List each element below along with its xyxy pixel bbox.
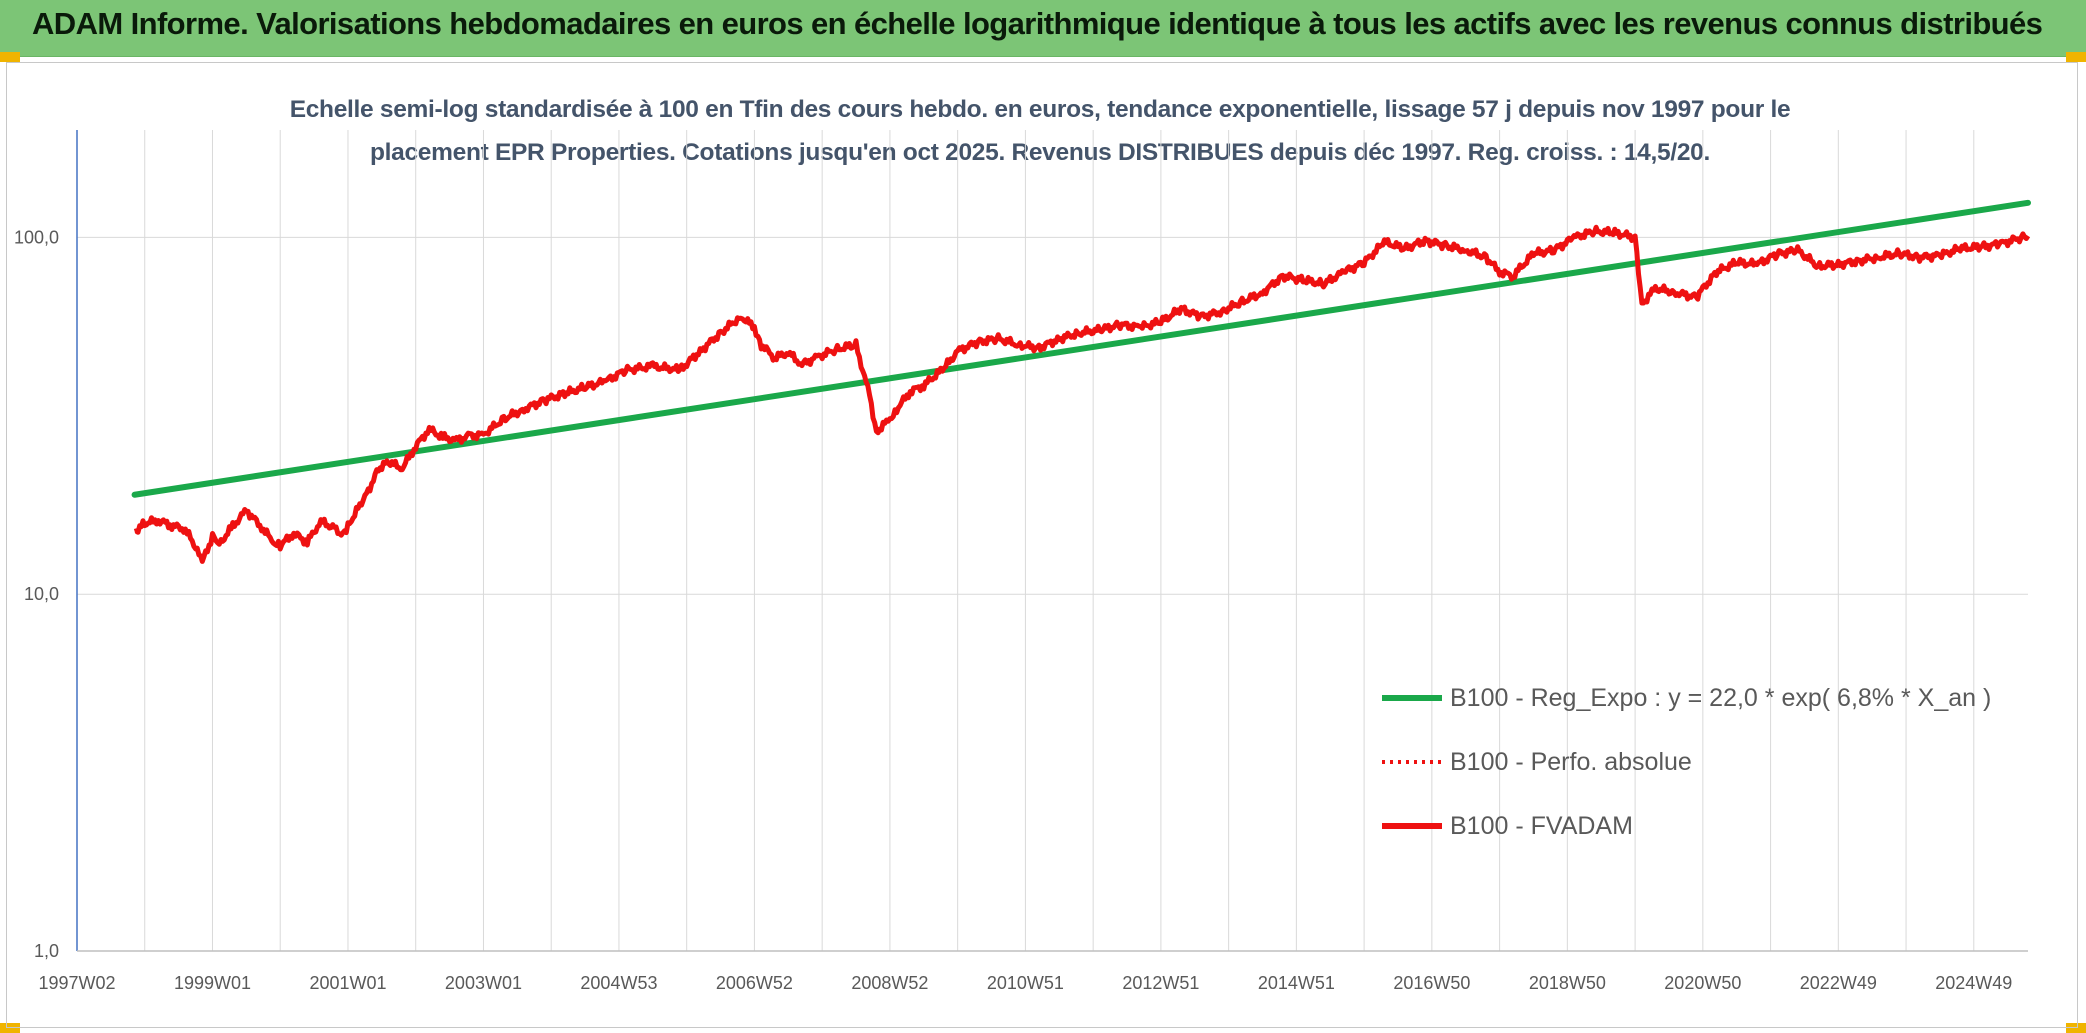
corner-marker-top-right [2066,52,2086,62]
y-tick-label: 10,0 [24,584,59,604]
x-tick-label: 2022W49 [1800,973,1877,993]
x-tick-label: 2006W52 [716,973,793,993]
corner-marker-bottom-left [0,1023,20,1033]
x-tick-label: 2020W50 [1664,973,1741,993]
legend-label-fvadam: B100 - FVADAM [1450,812,1633,840]
legend-label-perfo-absolue: B100 - Perfo. absolue [1450,748,1692,776]
x-tick-label: 2010W51 [987,973,1064,993]
chart-frame [6,62,2078,1028]
legend-swatch-perfo-absolue [1382,760,1442,764]
header-banner: ADAM Informe. Valorisations hebdomadaire… [0,0,2086,57]
x-tick-label: 2024W49 [1935,973,2012,993]
corner-marker-top-left [0,52,20,62]
report-title: ADAM Informe. Valorisations hebdomadaire… [32,6,2043,41]
legend-label-regression: B100 - Reg_Expo : y = 22,0 * exp( 6,8% *… [1450,684,1992,712]
x-tick-label: 2014W51 [1258,973,1335,993]
chart-title-line-1: Echelle semi-log standardisée à 100 en T… [289,96,1791,123]
x-tick-label: 1999W01 [174,973,251,993]
series-line-regression [131,199,2031,498]
legend-swatch-fvadam [1382,823,1442,829]
legend-swatch-regression [1382,695,1442,701]
x-tick-label: 2016W50 [1393,973,1470,993]
x-tick-label: 2003W01 [445,973,522,993]
y-tick-label: 100,0 [14,227,59,247]
series-line-fvadam [133,224,2031,564]
corner-marker-bottom-right [2066,1023,2086,1033]
x-tick-label: 2008W52 [851,973,928,993]
y-tick-label: 1,0 [34,941,59,961]
x-tick-label: 2018W50 [1529,973,1606,993]
x-tick-label: 1997W02 [38,973,115,993]
x-tick-label: 2004W53 [580,973,657,993]
x-tick-label: 2012W51 [1122,973,1199,993]
chart-title: Echelle semi-log standardisée à 100 en T… [240,88,1840,174]
chart-title-line-2: placement EPR Properties. Cotations jusq… [369,139,1710,166]
x-tick-label: 2001W01 [309,973,386,993]
